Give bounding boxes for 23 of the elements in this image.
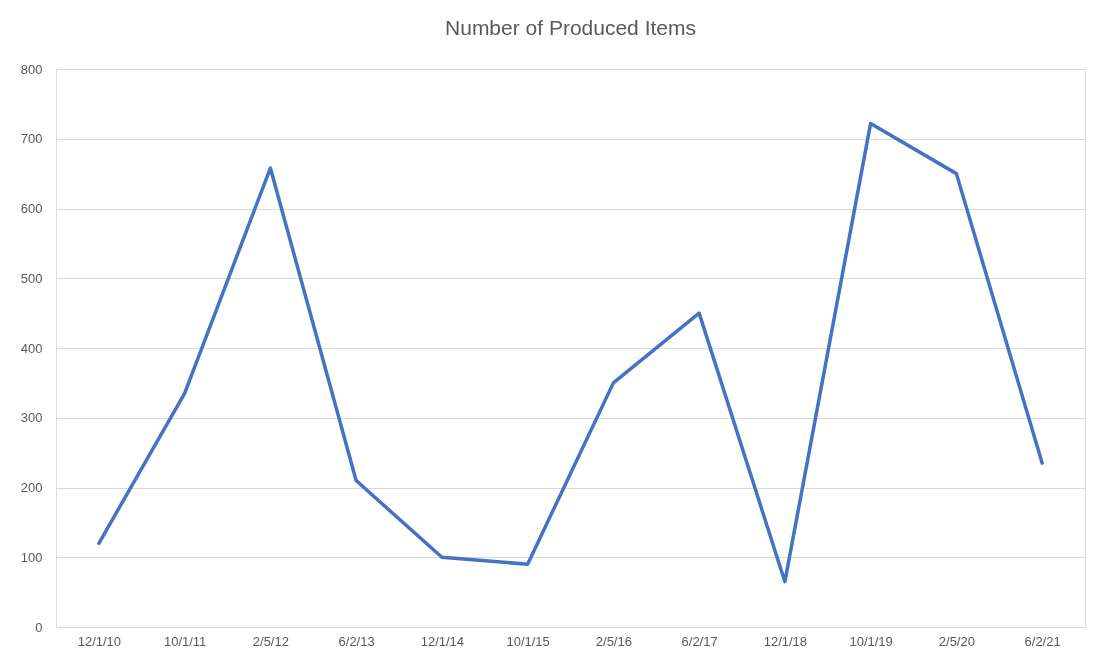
y-tick-label: 300	[20, 410, 43, 426]
y-tick-label: 500	[20, 270, 43, 286]
x-tick-label: 10/1/15	[506, 633, 550, 649]
line-series	[97, 121, 1044, 584]
y-tick-label: 600	[20, 201, 43, 216]
x-tick-label: 12/1/14	[420, 633, 465, 649]
x-tick-label: 2/5/16	[595, 633, 632, 649]
x-tick-label: 6/2/21	[1024, 633, 1061, 649]
y-tick-label: 0	[35, 619, 43, 635]
y-tick-label: 800	[20, 61, 43, 77]
y-tick-label: 400	[20, 340, 43, 356]
x-tick-label: 10/1/11	[163, 633, 207, 649]
x-tick-label: 6/2/13	[338, 633, 375, 649]
x-tick-label: 2/5/12	[252, 633, 289, 649]
y-tick-label: 100	[20, 549, 43, 565]
x-tick-label: 12/1/18	[763, 633, 808, 649]
y-tick-label: 700	[20, 131, 43, 147]
chart-title: Number of Produced Items	[445, 16, 696, 39]
x-tick-label: 6/2/17	[681, 633, 718, 649]
x-tick-label: 2/5/20	[938, 633, 975, 649]
x-tick-label: 12/1/10	[77, 633, 122, 649]
y-tick-label: 200	[20, 480, 43, 495]
x-tick-label: 10/1/19	[849, 633, 893, 649]
